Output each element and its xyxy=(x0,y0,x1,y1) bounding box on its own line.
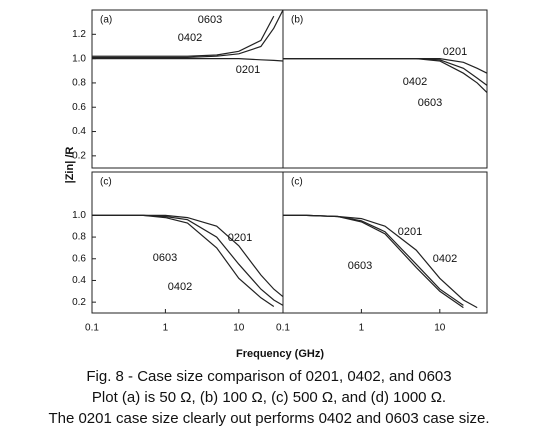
y-tick-label: 0.4 xyxy=(72,126,86,137)
series-label: 0201 xyxy=(443,46,467,58)
y-tick-label: 0.2 xyxy=(72,297,86,308)
caption-line: Plot (a) is 50 Ω, (b) 100 Ω, (c) 500 Ω, … xyxy=(92,389,446,406)
plot-frame xyxy=(282,9,488,169)
series-label: 0402 xyxy=(433,253,457,265)
series-label: 0201 xyxy=(398,226,422,238)
series-label: 0603 xyxy=(198,14,222,26)
series-label: 0201 xyxy=(228,232,252,244)
series-line xyxy=(283,214,464,309)
x-tick-label: 10 xyxy=(233,323,245,334)
series-line xyxy=(283,58,488,86)
series-label: 0402 xyxy=(168,281,192,293)
series-label: 0603 xyxy=(418,97,442,109)
y-tick-label: 1.2 xyxy=(72,29,86,40)
panel-label: (a) xyxy=(100,15,112,26)
panel-label: (c) xyxy=(291,177,303,188)
y-tick-label: 0.6 xyxy=(72,102,86,113)
y-tick-label: 1.0 xyxy=(72,53,86,64)
caption-line: The 0201 case size clearly out performs … xyxy=(48,410,489,427)
series-label: 0402 xyxy=(178,32,202,44)
series-label: 0603 xyxy=(153,252,177,264)
series-line xyxy=(283,58,488,94)
x-tick-label: 10 xyxy=(434,323,446,334)
y-tick-label: 0.2 xyxy=(72,150,86,161)
panel-label: (c) xyxy=(100,177,112,188)
panel-label: (b) xyxy=(291,15,303,26)
y-tick-label: 0.8 xyxy=(72,78,86,89)
x-tick-label: 1 xyxy=(163,323,169,334)
x-axis-label: Frequency (GHz) xyxy=(236,348,324,360)
x-tick-label: 0.1 xyxy=(276,323,290,334)
series-label: 0402 xyxy=(403,76,427,88)
y-tick-label: 0.4 xyxy=(72,275,86,286)
caption-line: Fig. 8 - Case size comparison of 0201, 0… xyxy=(86,368,451,385)
series-line xyxy=(92,9,284,58)
y-tick-label: 1.0 xyxy=(72,210,86,221)
y-tick-label: 0.8 xyxy=(72,232,86,243)
plot-frame xyxy=(282,171,488,314)
series-line xyxy=(92,214,275,307)
y-tick-label: 0.6 xyxy=(72,253,86,264)
series-label: 0201 xyxy=(236,64,260,76)
series-label: 0603 xyxy=(348,260,372,272)
series-line xyxy=(92,58,284,62)
x-tick-label: 1 xyxy=(359,323,365,334)
series-line xyxy=(92,15,275,57)
y-axis-label: |Zin| /R xyxy=(64,147,76,184)
x-tick-label: 0.1 xyxy=(85,323,99,334)
